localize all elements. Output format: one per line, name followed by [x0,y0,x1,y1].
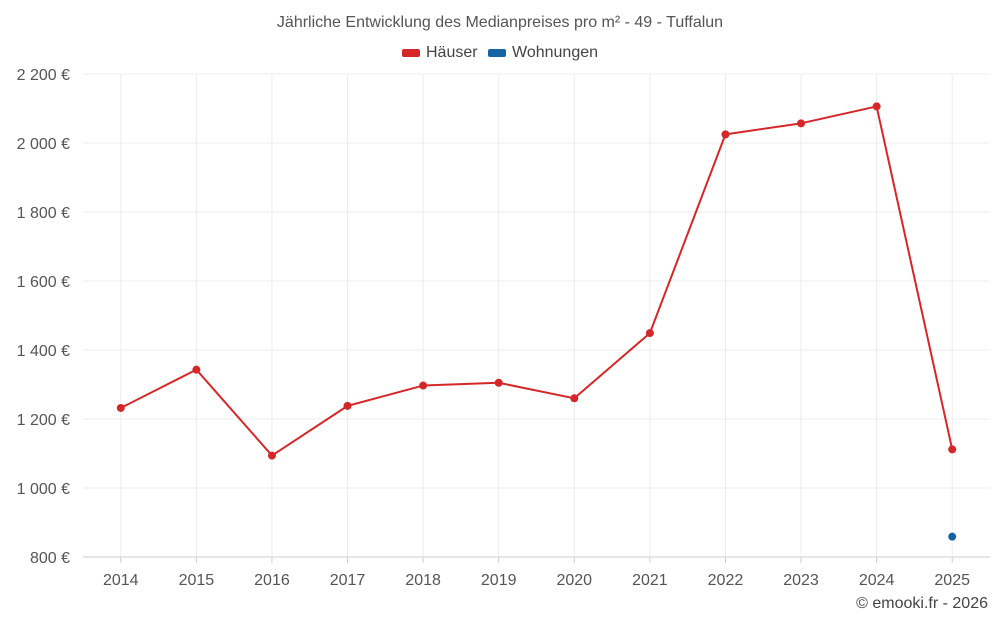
data-point-haeuser [797,119,806,128]
data-point-haeuser [872,102,881,111]
x-tick-label: 2018 [405,572,441,589]
chart-title: Jährliche Entwicklung des Medianpreises … [276,14,724,31]
series-line-haeuser [120,105,954,457]
data-point-haeuser [570,394,579,403]
y-tick-label: 1 400 € [17,343,70,360]
x-tick-label: 2025 [934,572,970,589]
credit-text: © emooki.fr - 2026 [856,595,988,612]
data-point-haeuser [645,329,654,338]
legend-item-wohnungen[interactable]: Wohnungen [488,44,598,62]
legend-label-wohnungen: Wohnungen [512,44,599,61]
legend-swatch-wohnungen [488,49,507,57]
y-tick-label: 2 000 € [17,136,70,153]
data-point-haeuser [267,451,276,460]
x-tick-label: 2017 [330,572,366,589]
legend-label-haeuser: Häuser [425,44,478,61]
data-point-haeuser [721,130,730,139]
x-tick-label: 2021 [632,572,668,589]
data-point-haeuser [948,445,957,454]
legend: Häuser Wohnungen [0,44,1000,62]
data-point-haeuser [343,401,352,410]
x-tick-label: 2015 [179,572,215,589]
data-point-haeuser [494,378,503,387]
y-tick-label: 1 000 € [17,481,70,498]
data-point-wohnungen [948,532,957,541]
data-point-haeuser [116,403,125,412]
data-point-haeuser [419,381,428,390]
y-tick-label: 800 € [30,550,70,567]
x-tick-label: 2019 [481,572,517,589]
legend-swatch-haeuser [401,49,420,57]
x-tick-label: 2020 [556,572,592,589]
x-tick-label: 2016 [254,572,290,589]
y-tick-label: 1 600 € [17,274,70,291]
x-tick-label: 2023 [783,572,819,589]
legend-item-haeuser[interactable]: Häuser [401,44,478,62]
data-point-haeuser [192,365,201,374]
x-tick-label: 2014 [103,572,139,589]
y-tick-label: 1 200 € [17,412,70,429]
y-tick-label: 2 200 € [17,67,70,84]
x-tick-label: 2024 [859,572,895,589]
x-tick-label: 2022 [708,572,744,589]
y-tick-label: 1 800 € [17,205,70,222]
